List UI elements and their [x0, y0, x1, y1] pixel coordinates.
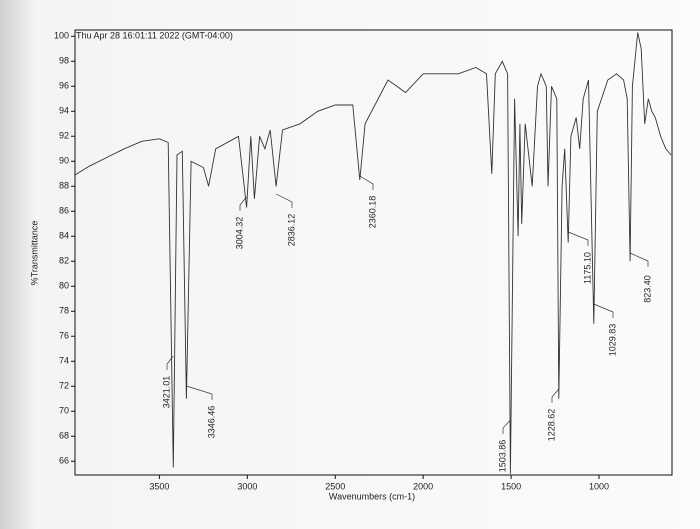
peak-label: 1029.83: [607, 324, 617, 357]
y-tick-label: 96: [59, 81, 69, 91]
peak-leader: [186, 385, 213, 400]
peak-label: 1175.10: [582, 252, 592, 284]
x-axis-label: Wavenumbers (cm-1): [329, 491, 415, 501]
y-tick-label: 74: [59, 356, 69, 366]
y-axis-label: %Transmittance: [29, 221, 39, 286]
y-tick-label: 82: [59, 256, 69, 266]
x-tick-label: 1000: [589, 481, 609, 491]
peak-leader: [275, 193, 293, 208]
peak-leader: [551, 388, 560, 403]
peak-leader: [239, 196, 247, 211]
peak-leader: [568, 231, 589, 246]
y-tick-label: 84: [59, 231, 69, 241]
x-tick-label: 3500: [149, 481, 169, 491]
subtitle: Thu Apr 28 16:01:11 2022 (GMT-04:00): [76, 30, 233, 40]
spectrum-line: [74, 32, 672, 474]
x-tick-label: 2000: [413, 481, 433, 491]
peak-label: 3421.01: [161, 376, 171, 409]
peak-leader: [629, 252, 649, 267]
x-tick-label: 2500: [325, 481, 345, 491]
y-tick-label: 92: [59, 131, 69, 141]
peak-leader: [166, 355, 174, 370]
x-tick-label: 3000: [237, 481, 257, 491]
y-tick-label: 88: [59, 181, 69, 191]
y-tick-label: 86: [59, 206, 69, 216]
peak-label: 1503.86: [497, 440, 507, 473]
y-tick-label: 76: [59, 331, 69, 341]
y-tick-label: 70: [59, 406, 69, 416]
peak-leader: [359, 175, 374, 190]
peak-label: 3004.32: [234, 217, 244, 250]
peak-label: 1228.62: [546, 409, 556, 442]
y-tick-label: 72: [59, 381, 69, 391]
plot-frame: [74, 29, 673, 476]
y-tick-label: 68: [59, 431, 69, 441]
peak-label: 2360.18: [367, 196, 377, 229]
y-tick-label: 78: [59, 306, 69, 316]
y-tick-label: 94: [59, 106, 69, 116]
peak-label: 2836.12: [286, 214, 296, 247]
peak-label: 823.40: [642, 275, 652, 303]
y-tick-label: 100: [54, 31, 69, 41]
peak-label: 3346.46: [206, 406, 216, 439]
x-tick-label: 1500: [501, 481, 521, 491]
y-tick-label: 98: [59, 56, 69, 66]
y-tick-label: 80: [59, 281, 69, 291]
y-tick-label: 90: [59, 156, 69, 166]
peak-leader: [502, 419, 511, 434]
y-tick-label: 66: [59, 456, 69, 466]
peak-leader: [593, 303, 614, 318]
